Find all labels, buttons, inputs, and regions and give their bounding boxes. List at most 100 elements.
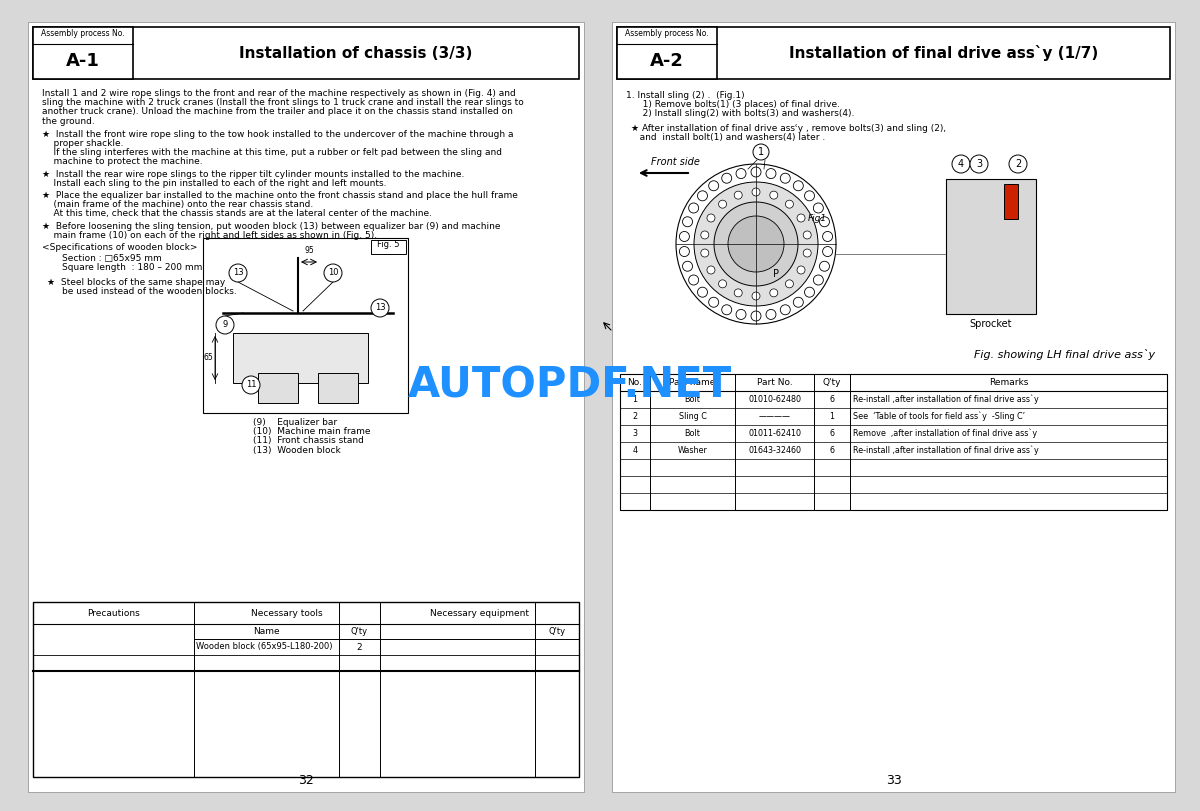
- Text: 9: 9: [222, 320, 228, 329]
- Circle shape: [952, 155, 970, 173]
- Text: 2) Install sling(2) with bolts(3) and washers(4).: 2) Install sling(2) with bolts(3) and wa…: [634, 109, 854, 118]
- Text: (10)  Machine main frame: (10) Machine main frame: [253, 427, 371, 436]
- Circle shape: [780, 305, 791, 315]
- Circle shape: [786, 280, 793, 288]
- Text: Necessary equipment: Necessary equipment: [430, 608, 529, 617]
- Text: Installation of final drive ass`y (1/7): Installation of final drive ass`y (1/7): [788, 45, 1098, 61]
- Text: machine to protect the machine.: machine to protect the machine.: [42, 157, 203, 166]
- Bar: [34, 27, 580, 79]
- Text: Sling C: Sling C: [678, 412, 707, 421]
- Circle shape: [324, 264, 342, 282]
- Text: Re-install ,after installation of final drive ass`y: Re-install ,after installation of final …: [853, 395, 1038, 404]
- Circle shape: [689, 275, 698, 285]
- Text: Bolt: Bolt: [684, 429, 701, 438]
- Text: 32: 32: [298, 774, 314, 787]
- Text: A-2: A-2: [650, 53, 684, 71]
- Text: AUTOPDF.NET: AUTOPDF.NET: [408, 364, 732, 406]
- Text: 11: 11: [246, 380, 257, 389]
- Circle shape: [736, 310, 746, 320]
- Circle shape: [697, 287, 708, 297]
- Circle shape: [823, 247, 833, 256]
- Circle shape: [780, 174, 791, 183]
- Circle shape: [734, 191, 743, 200]
- Text: Name: Name: [253, 627, 280, 636]
- Circle shape: [676, 164, 836, 324]
- Circle shape: [229, 264, 247, 282]
- Circle shape: [804, 191, 815, 201]
- Circle shape: [709, 181, 719, 191]
- Circle shape: [701, 231, 709, 239]
- Text: ★ After installation of final drive assʿy , remove bolts(3) and sling (2),: ★ After installation of final drive assʿ…: [631, 123, 946, 133]
- Text: 95: 95: [304, 246, 314, 255]
- Circle shape: [814, 203, 823, 213]
- Text: ★  Install the rear wire rope slings to the ripper tilt cylinder mounts installe: ★ Install the rear wire rope slings to t…: [42, 169, 464, 178]
- Text: Front side: Front side: [650, 157, 700, 167]
- Bar: [318, 373, 358, 403]
- Text: 4: 4: [632, 446, 637, 455]
- Text: 1: 1: [758, 147, 764, 157]
- Text: be used instead of the wooden blocks.: be used instead of the wooden blocks.: [62, 287, 236, 296]
- Circle shape: [721, 305, 732, 315]
- Text: Part name: Part name: [670, 378, 715, 387]
- Text: 01643-32460: 01643-32460: [748, 446, 802, 455]
- Text: another truck crane). Unload the machine from the trailer and place it on the ch: another truck crane). Unload the machine…: [42, 107, 512, 117]
- Circle shape: [707, 266, 715, 274]
- Text: See  ‘Table of tools for field ass`y  -Sling C’: See ‘Table of tools for field ass`y -Sli…: [853, 412, 1025, 421]
- Text: 1: 1: [829, 412, 834, 421]
- Text: Precautions: Precautions: [88, 608, 140, 617]
- Circle shape: [820, 217, 829, 227]
- Circle shape: [820, 261, 829, 271]
- Text: 2: 2: [632, 412, 637, 421]
- Text: Section : □65x95 mm: Section : □65x95 mm: [62, 254, 162, 264]
- Text: (13)  Wooden block: (13) Wooden block: [253, 445, 341, 455]
- Text: ————: ————: [758, 412, 791, 421]
- Text: (9)    Equalizer bar: (9) Equalizer bar: [253, 418, 337, 427]
- Circle shape: [970, 155, 988, 173]
- Text: Fig. showing LH final drive ass`y: Fig. showing LH final drive ass`y: [974, 349, 1154, 360]
- Text: Install each sling to the pin installed to each of the right and left mounts.: Install each sling to the pin installed …: [42, 178, 386, 188]
- Circle shape: [751, 311, 761, 321]
- Text: 2: 2: [1015, 159, 1021, 169]
- Text: ★  Steel blocks of the same shape may: ★ Steel blocks of the same shape may: [47, 277, 226, 286]
- Text: ★  Install the front wire rope sling to the tow hook installed to the undercover: ★ Install the front wire rope sling to t…: [42, 130, 514, 139]
- Text: Q'ty: Q'ty: [548, 627, 565, 636]
- Circle shape: [752, 292, 760, 300]
- Text: P: P: [773, 269, 779, 279]
- Text: 6: 6: [829, 429, 834, 438]
- Circle shape: [679, 247, 689, 256]
- Text: Assembly process No.: Assembly process No.: [625, 29, 709, 38]
- Text: If the sling interferes with the machine at this time, put a rubber or felt pad : If the sling interferes with the machine…: [42, 148, 502, 157]
- Circle shape: [1009, 155, 1027, 173]
- Circle shape: [793, 298, 803, 307]
- Text: 3: 3: [632, 429, 637, 438]
- Text: 10: 10: [328, 268, 338, 277]
- Bar: [34, 602, 580, 777]
- Text: Re-install ,after installation of final drive ass`y: Re-install ,after installation of final …: [853, 446, 1038, 455]
- Bar: [371, 240, 406, 254]
- Bar: [617, 27, 718, 79]
- Text: main frame (10) on each of the right and left sides as shown in (Fig. 5).: main frame (10) on each of the right and…: [42, 231, 377, 240]
- Text: 6: 6: [829, 395, 834, 404]
- Text: Washer: Washer: [678, 446, 708, 455]
- Text: 13: 13: [374, 303, 385, 312]
- Circle shape: [766, 310, 776, 320]
- Circle shape: [804, 287, 815, 297]
- Circle shape: [751, 167, 761, 177]
- Circle shape: [803, 249, 811, 257]
- Circle shape: [371, 299, 389, 317]
- Text: A-1: A-1: [66, 53, 100, 71]
- Bar: [617, 27, 1170, 79]
- Circle shape: [707, 214, 715, 222]
- Text: Install 1 and 2 wire rope slings to the front and rear of the machine respective: Install 1 and 2 wire rope slings to the …: [42, 89, 516, 98]
- Text: 65: 65: [203, 354, 214, 363]
- Text: and  install bolt(1) and washers(4) later .: and install bolt(1) and washers(4) later…: [631, 133, 826, 142]
- Text: Q'ty: Q'ty: [350, 627, 367, 636]
- Bar: [946, 179, 1036, 314]
- Text: Sprocket: Sprocket: [970, 319, 1013, 329]
- Text: 13: 13: [233, 268, 244, 277]
- Text: 1: 1: [632, 395, 637, 404]
- Circle shape: [752, 188, 760, 196]
- Text: (main frame of the machine) onto the rear chassis stand.: (main frame of the machine) onto the rea…: [42, 200, 313, 209]
- Text: Wooden block (65x95-L180-200): Wooden block (65x95-L180-200): [196, 642, 332, 651]
- Circle shape: [709, 298, 719, 307]
